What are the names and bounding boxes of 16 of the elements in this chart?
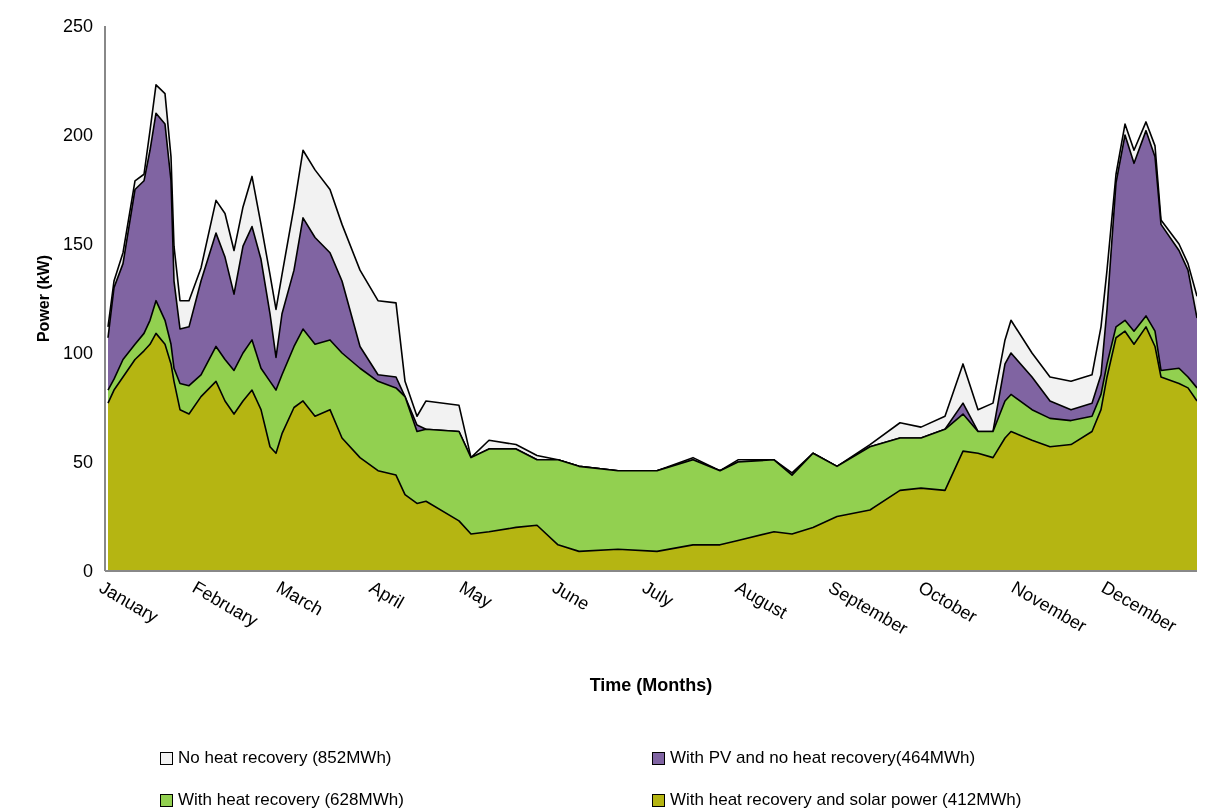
x-tick-label: May (456, 577, 496, 612)
legend-label: With heat recovery (628MWh) (178, 790, 404, 810)
x-tick-label: June (549, 577, 593, 615)
y-tick-label: 150 (62, 234, 93, 254)
y-tick-label: 100 (62, 343, 93, 363)
y-axis-title: Power (kW) (34, 254, 52, 343)
legend-label: With heat recovery and solar power (412MWh) (670, 790, 1022, 810)
y-tick-label: 200 (62, 125, 93, 145)
x-tick-label: April (366, 577, 408, 613)
y-tick-label: 50 (72, 452, 93, 472)
y-tick-label: 0 (82, 561, 93, 581)
legend-label: With PV and no heat recovery(464MWh) (670, 748, 976, 768)
legend-label: No heat recovery (852MWh) (178, 748, 392, 768)
x-tick-label: July (639, 577, 677, 611)
x-axis-title: Time (Months) (589, 675, 713, 695)
y-tick-label: 250 (62, 16, 93, 36)
